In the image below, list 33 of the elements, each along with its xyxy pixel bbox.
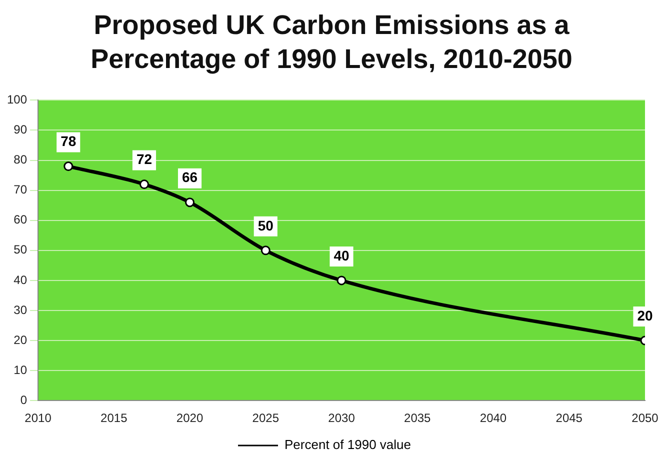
x-tick-label: 2025 [252, 411, 280, 426]
x-tick-label: 2020 [176, 411, 204, 426]
legend-label: Percent of 1990 value [284, 437, 411, 452]
data-label: 50 [258, 217, 274, 234]
y-tick-label: 80 [14, 152, 28, 167]
y-tick-label: 100 [6, 92, 28, 107]
data-label: 20 [637, 307, 653, 324]
point [336, 276, 346, 286]
x-tick-label: 2030 [328, 411, 356, 426]
data-label: 66 [182, 169, 198, 186]
y-tick-label: 40 [14, 272, 28, 287]
point [139, 180, 149, 190]
x-tick-label: 2015 [100, 411, 128, 426]
x-tick-label: 2035 [404, 411, 432, 426]
point [185, 198, 195, 208]
point [64, 162, 74, 172]
y-tick-label: 20 [14, 332, 28, 347]
data-label: 78 [60, 133, 76, 150]
y-tick-label: 30 [14, 302, 28, 317]
data-label: 40 [334, 247, 350, 264]
y-tick-label: 10 [14, 362, 28, 377]
y-tick-label: 70 [14, 182, 28, 197]
x-tick-label: 2040 [480, 411, 507, 426]
point [260, 246, 270, 256]
chart-title: Proposed UK Carbon Emissions as a Percentage of 1990 Levels, 2010-2050 [90, 9, 574, 76]
y-tick-label: 90 [14, 122, 28, 137]
y-tick-label: 60 [14, 212, 28, 227]
x-tick-label: 2010 [24, 411, 52, 426]
x-tick-label: 2050 [632, 411, 659, 426]
x-tick-label: 2045 [556, 411, 583, 426]
y-tick-label: 50 [14, 242, 28, 257]
y-tick-label: 0 [20, 392, 28, 407]
data-label: 72 [136, 151, 152, 168]
